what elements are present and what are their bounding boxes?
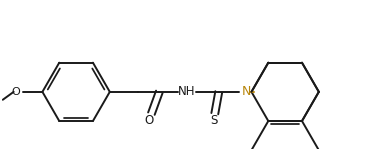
Text: NH: NH (178, 85, 196, 98)
Text: O: O (144, 114, 154, 127)
Text: N: N (242, 85, 251, 98)
Text: O: O (12, 87, 21, 97)
Text: S: S (210, 114, 217, 127)
